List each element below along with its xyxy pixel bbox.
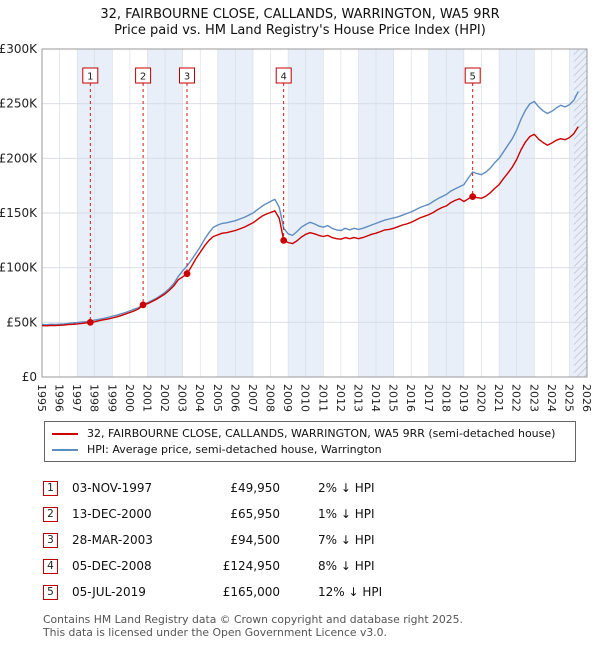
sale-marker-box bbox=[82, 67, 99, 84]
x-axis-tick-label: 2021 bbox=[492, 384, 505, 412]
x-axis-tick-label: 2000 bbox=[123, 384, 136, 412]
legend-label: HPI: Average price, semi-detached house,… bbox=[87, 443, 382, 456]
sale-date: 28-MAR-2003 bbox=[72, 533, 153, 547]
sale-price: £49,950 bbox=[230, 481, 280, 495]
y-axis-tick-label: £50K bbox=[6, 315, 38, 329]
title-block: 32, FAIRBOURNE CLOSE, CALLANDS, WARRINGT… bbox=[0, 0, 600, 39]
sale-hpi-delta: 1% ↓ HPI bbox=[318, 507, 375, 521]
sale-row: 2 13-DEC-2000 £65,950 1% ↓ HPI bbox=[43, 501, 600, 527]
sale-date: 05-JUL-2019 bbox=[72, 585, 146, 599]
sale-number-badge: 3 bbox=[43, 532, 58, 548]
sale-number-badge: 5 bbox=[43, 584, 58, 600]
x-axis-tick-label: 2018 bbox=[439, 384, 452, 412]
sale-date: 13-DEC-2000 bbox=[72, 507, 152, 521]
legend-item: 32, FAIRBOURNE CLOSE, CALLANDS, WARRINGT… bbox=[52, 427, 568, 440]
x-axis-tick-label: 2022 bbox=[510, 384, 523, 412]
x-axis-tick-label: 2023 bbox=[527, 384, 540, 412]
x-axis-tick-label: 2012 bbox=[334, 384, 347, 412]
x-axis-tick-label: 2016 bbox=[404, 384, 417, 412]
sale-hpi-delta: 2% ↓ HPI bbox=[318, 481, 375, 495]
sale-marker-number: 3 bbox=[184, 72, 190, 83]
x-axis-tick-label: 2008 bbox=[264, 384, 277, 412]
sale-number-badge: 1 bbox=[43, 480, 58, 496]
x-axis-tick-label: 2003 bbox=[176, 384, 189, 412]
y-axis-tick-label: £150K bbox=[0, 206, 38, 220]
chart-legend: 32, FAIRBOURNE CLOSE, CALLANDS, WARRINGT… bbox=[44, 421, 576, 462]
sale-date: 03-NOV-1997 bbox=[72, 481, 153, 495]
sale-marker-number: 4 bbox=[281, 72, 287, 83]
y-axis-tick-label: £100K bbox=[0, 261, 38, 275]
footer-licence: This data is licensed under the Open Gov… bbox=[43, 626, 387, 639]
x-axis-tick-label: 1995 bbox=[35, 384, 48, 412]
sale-number-badge: 4 bbox=[43, 558, 58, 574]
footer: Contains HM Land Registry data © Crown c… bbox=[43, 613, 600, 639]
legend-line-swatch bbox=[52, 432, 78, 435]
x-axis-tick-label: 2001 bbox=[141, 384, 154, 412]
price-history-chart: £0 £50K £100K £150K £200K £250K £300K 1995 1996 1… bbox=[0, 42, 593, 412]
sale-point-dot bbox=[183, 270, 191, 278]
x-axis-tick-label: 2006 bbox=[228, 384, 241, 412]
sale-hpi-delta: 8% ↓ HPI bbox=[318, 559, 375, 573]
x-axis-tick-label: 2009 bbox=[281, 384, 294, 412]
sale-marker-number: 5 bbox=[470, 72, 476, 83]
sale-hpi-delta: 12% ↓ HPI bbox=[318, 585, 383, 599]
footer-copyright: Contains HM Land Registry data © Crown c… bbox=[43, 613, 463, 626]
y-axis-tick-label: £0 bbox=[22, 370, 37, 384]
x-axis-tick-label: 2010 bbox=[299, 384, 312, 412]
sale-point-dot bbox=[469, 193, 477, 201]
legend-line-swatch bbox=[52, 448, 78, 451]
sale-row: 1 03-NOV-1997 £49,950 2% ↓ HPI bbox=[43, 475, 600, 501]
sale-marker-number: 1 bbox=[87, 72, 93, 83]
series-line-price_paid bbox=[41, 126, 579, 327]
x-axis-tick-label: 2025 bbox=[562, 384, 575, 412]
sale-marker-box bbox=[464, 67, 481, 84]
sale-hpi-delta: 7% ↓ HPI bbox=[318, 533, 375, 547]
sale-price: £124,950 bbox=[222, 559, 280, 573]
sale-row: 5 05-JUL-2019 £165,000 12% ↓ HPI bbox=[43, 579, 600, 605]
x-axis-tick-label: 2013 bbox=[352, 384, 365, 412]
x-axis-tick-label: 2024 bbox=[545, 384, 558, 412]
x-axis-tick-label: 1998 bbox=[88, 384, 101, 412]
y-axis-tick-label: £200K bbox=[0, 151, 38, 165]
sale-price: £65,950 bbox=[230, 507, 280, 521]
y-axis-tick-label: £250K bbox=[0, 97, 38, 111]
legend-label: 32, FAIRBOURNE CLOSE, CALLANDS, WARRINGT… bbox=[87, 427, 556, 440]
sale-date: 05-DEC-2008 bbox=[72, 559, 152, 573]
chart-subtitle: Price paid vs. HM Land Registry's House … bbox=[114, 23, 486, 38]
sales-table: 1 03-NOV-1997 £49,950 2% ↓ HPI 2 13-DEC-2000 £… bbox=[43, 475, 600, 605]
x-axis-tick-label: 2015 bbox=[387, 384, 400, 412]
chart-title: 32, FAIRBOURNE CLOSE, CALLANDS, WARRINGT… bbox=[100, 7, 500, 22]
x-axis-tick-label: 2017 bbox=[422, 384, 435, 412]
x-axis-tick-label: 2026 bbox=[580, 384, 593, 412]
x-axis-tick-label: 1997 bbox=[70, 384, 83, 412]
x-axis-tick-label: 2007 bbox=[246, 384, 259, 412]
sale-marker-box bbox=[179, 67, 195, 84]
series-line-hpi bbox=[41, 91, 579, 326]
y-axis-tick-label: £300K bbox=[0, 42, 38, 56]
x-axis-tick-label: 2005 bbox=[211, 384, 224, 412]
sale-point-dot bbox=[86, 319, 94, 326]
sale-point-dot bbox=[139, 301, 147, 309]
x-axis-tick-label: 1996 bbox=[53, 384, 66, 412]
sale-marker-number: 2 bbox=[140, 72, 146, 83]
sale-row: 4 05-DEC-2008 £124,950 8% ↓ HPI bbox=[43, 553, 600, 579]
x-axis-tick-label: 1999 bbox=[105, 384, 118, 412]
sale-marker-box bbox=[135, 67, 152, 84]
sale-point-dot bbox=[280, 237, 288, 244]
x-axis-tick-label: 2020 bbox=[475, 384, 488, 412]
sale-price: £165,000 bbox=[222, 585, 280, 599]
sale-price: £94,500 bbox=[230, 533, 280, 547]
sale-row: 3 28-MAR-2003 £94,500 7% ↓ HPI bbox=[43, 527, 600, 553]
x-axis-tick-label: 2014 bbox=[369, 384, 382, 412]
x-axis-tick-label: 2002 bbox=[158, 384, 171, 412]
x-axis-tick-label: 2011 bbox=[316, 384, 329, 412]
sale-number-badge: 2 bbox=[43, 506, 58, 522]
legend-item: HPI: Average price, semi-detached house,… bbox=[52, 443, 568, 456]
x-axis-tick-label: 2019 bbox=[457, 384, 470, 412]
sale-marker-box bbox=[275, 67, 292, 84]
x-axis-tick-label: 2004 bbox=[193, 384, 206, 412]
